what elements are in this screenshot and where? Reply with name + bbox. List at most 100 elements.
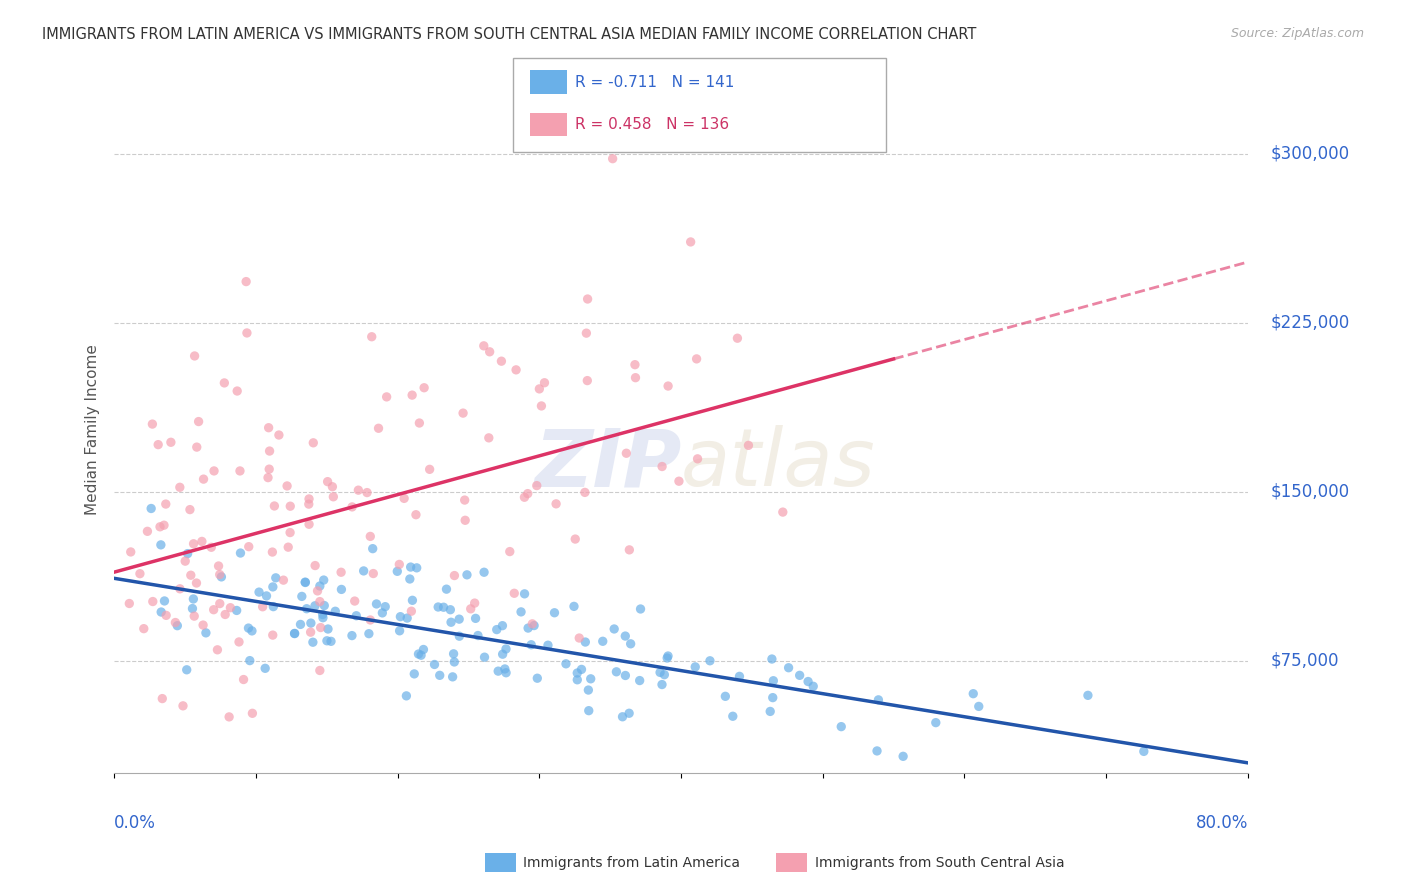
Point (312, 607, 335, 622)
Point (202, 464, 225, 478)
Point (443, 568, 465, 582)
Point (330, 582, 353, 597)
Point (363, 566, 385, 581)
Point (505, 363, 527, 377)
Point (440, 615, 463, 630)
Point (304, 599, 326, 613)
Point (150, 605, 173, 619)
Point (401, 604, 423, 618)
Point (239, 654, 262, 668)
Point (396, 611, 419, 625)
Point (129, 566, 152, 581)
Point (361, 541, 384, 556)
Point (344, 608, 367, 623)
Point (323, 604, 346, 618)
Point (229, 464, 252, 478)
Point (136, 524, 159, 539)
Point (721, 709, 744, 723)
Point (240, 624, 263, 638)
Point (436, 582, 458, 596)
Point (520, 638, 543, 652)
Point (495, 642, 517, 657)
Point (891, 749, 914, 764)
Point (443, 655, 465, 669)
Point (194, 625, 217, 640)
Point (291, 590, 314, 604)
Point (762, 673, 785, 688)
Point (679, 235, 702, 249)
Point (517, 621, 540, 635)
Point (165, 615, 187, 630)
Point (353, 564, 375, 578)
Point (299, 625, 322, 640)
Point (187, 415, 209, 429)
Point (169, 480, 191, 494)
Point (530, 399, 553, 413)
Point (176, 547, 198, 561)
Text: R = -0.711   N = 141: R = -0.711 N = 141 (575, 75, 734, 89)
Point (537, 638, 560, 652)
Point (202, 603, 225, 617)
Point (568, 631, 591, 645)
Point (118, 597, 141, 611)
Point (308, 579, 330, 593)
Point (307, 583, 329, 598)
Point (449, 612, 471, 626)
Point (737, 438, 759, 452)
Point (449, 629, 471, 643)
Point (485, 623, 508, 637)
Point (413, 381, 436, 395)
Point (193, 472, 215, 486)
Point (257, 470, 280, 484)
Point (526, 478, 548, 492)
Point (830, 720, 852, 734)
Point (312, 573, 335, 587)
Point (408, 647, 430, 661)
Point (797, 674, 820, 689)
Point (576, 683, 599, 698)
Point (357, 626, 380, 640)
Point (228, 635, 250, 649)
Point (464, 611, 486, 625)
Text: atlas: atlas (681, 425, 876, 503)
Point (578, 704, 600, 718)
Point (389, 609, 412, 624)
Point (232, 673, 254, 687)
Point (1077, 689, 1099, 703)
Point (214, 607, 236, 622)
Text: $300,000: $300,000 (1271, 145, 1350, 163)
Point (546, 497, 568, 511)
Text: IMMIGRANTS FROM LATIN AMERICA VS IMMIGRANTS FROM SOUTH CENTRAL ASIA MEDIAN FAMIL: IMMIGRANTS FROM LATIN AMERICA VS IMMIGRA… (42, 27, 977, 42)
Point (180, 568, 202, 582)
Point (236, 326, 259, 340)
Point (208, 597, 231, 611)
Point (371, 606, 394, 620)
Point (576, 374, 599, 388)
Point (375, 390, 398, 404)
Text: 0.0%: 0.0% (114, 814, 156, 832)
Point (179, 502, 201, 516)
Point (651, 459, 673, 474)
Point (149, 538, 172, 552)
Point (218, 710, 240, 724)
Point (562, 599, 585, 614)
Point (304, 558, 326, 573)
Point (330, 566, 353, 580)
Point (699, 654, 721, 668)
Text: R = 0.458   N = 136: R = 0.458 N = 136 (575, 118, 730, 132)
Point (308, 664, 330, 678)
Point (276, 479, 298, 493)
Point (630, 602, 652, 616)
Point (575, 326, 598, 340)
Point (657, 379, 679, 393)
Text: Immigrants from Latin America: Immigrants from Latin America (523, 855, 740, 870)
Point (579, 672, 602, 686)
Point (576, 292, 599, 306)
Point (603, 622, 626, 636)
Point (472, 566, 495, 580)
Point (316, 633, 339, 648)
Text: 80.0%: 80.0% (1195, 814, 1247, 832)
Point (321, 480, 343, 494)
Point (628, 673, 651, 688)
Text: $225,000: $225,000 (1271, 314, 1350, 332)
